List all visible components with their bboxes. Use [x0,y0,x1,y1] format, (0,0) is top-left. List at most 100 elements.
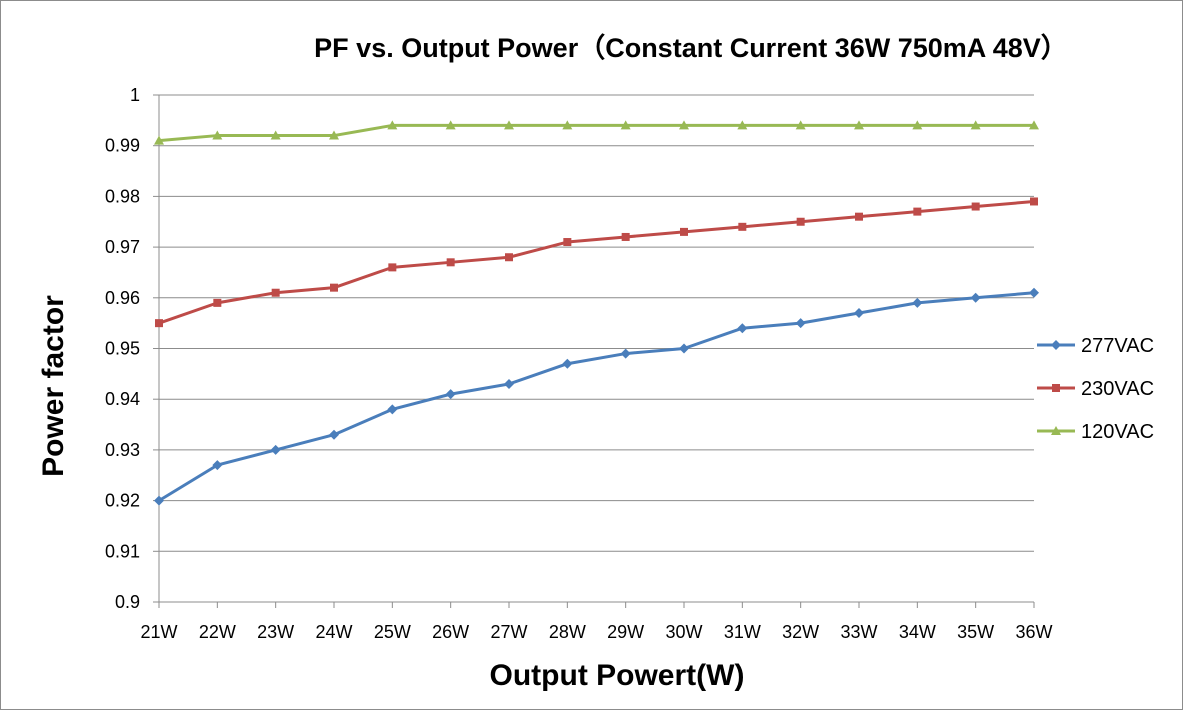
legend-label: 120VAC [1081,421,1154,443]
x-tick-label: 36W [1015,622,1052,642]
series-line [158,123,1034,143]
legend-item: 277VAC [1037,335,1154,357]
data-point [271,288,280,297]
series-120VAC [154,120,1039,145]
legend-marker [1051,426,1061,435]
data-point [562,358,573,369]
y-axis-title: Power factor [37,295,70,477]
data-point [679,343,689,354]
data-point [970,120,981,130]
data-point [737,120,748,130]
chart-title: PF vs. Output Power（Constant Current 36W… [314,33,1068,63]
data-point [737,323,748,334]
gridlines [153,94,1035,608]
y-tick-labels: 0.9 0.91 0.92 0.93 0.94 0.95 0.96 0.97 0.98 0.99 1 [105,85,140,612]
data-point [155,319,163,328]
data-point [504,378,514,389]
data-point [912,297,923,308]
legend: 277VAC 230VAC 120VAC [1037,335,1154,443]
data-point [1029,120,1039,130]
data-point [445,389,456,400]
data-point [913,207,922,216]
x-tick-label: 24W [315,622,352,642]
data-point [505,253,513,262]
data-point [212,130,223,140]
data-point [912,120,923,130]
x-tick-label: 27W [490,622,527,642]
data-point [796,217,805,226]
legend-marker [1052,384,1060,392]
legend-label: 230VAC [1081,378,1154,400]
x-tick-label: 34W [899,622,936,642]
x-axis-title: Output Powert(W) [490,659,745,692]
x-tick-label: 32W [782,622,819,642]
data-point [445,120,456,130]
data-point [1029,287,1039,298]
data-point [854,120,864,130]
data-point [679,120,689,130]
data-point [970,292,981,303]
x-tick-label: 31W [724,622,761,642]
data-point [388,263,397,272]
data-point [387,120,398,130]
data-point [504,120,514,130]
data-point [212,460,223,471]
data-point [971,202,980,211]
data-point [738,222,747,231]
legend-label: 277VAC [1081,335,1154,357]
x-tick-label: 26W [432,622,469,642]
y-tick-label: 0.91 [105,541,140,561]
data-point [1030,197,1038,206]
legend-marker [1051,340,1061,350]
x-tick-label: 21W [140,622,177,642]
y-tick-label: 0.98 [105,186,140,206]
data-point [620,348,631,359]
series-277VAC [154,287,1039,506]
data-point [154,495,164,506]
series-line [158,291,1035,502]
data-point [854,308,864,319]
y-tick-label: 0.9 [115,592,140,612]
y-tick-label: 0.94 [105,389,140,409]
x-tick-label: 35W [957,622,994,642]
y-tick-label: 0.93 [105,440,140,460]
x-tick-labels: 21W 22W 23W 24W 25W 26W 27W 28W 29W 30W 31W 32W 33W 3… [140,622,1052,642]
y-tick-label: 0.96 [105,288,140,308]
y-tick-label: 0.97 [105,237,140,257]
y-tick-label: 0.92 [105,491,140,511]
data-point [330,283,338,292]
x-tick-label: 22W [199,622,236,642]
data-point [446,258,455,267]
data-point [621,232,630,241]
legend-item: 230VAC [1037,378,1154,400]
x-tick-label: 25W [374,622,411,642]
data-point [680,227,688,236]
x-tick-label: 23W [257,622,294,642]
data-point [329,130,339,140]
x-tick-label: 30W [665,622,702,642]
data-point [855,212,863,221]
y-tick-label: 1 [130,85,140,105]
legend-item: 120VAC [1037,421,1154,443]
data-point [562,120,573,130]
x-tick-label: 29W [607,622,644,642]
data-point [387,404,398,415]
data-point [213,298,222,307]
series-lines [154,120,1039,506]
data-point [270,130,281,140]
series-230VAC [155,197,1038,328]
data-point [270,444,281,455]
data-point [329,429,339,440]
data-point [620,120,631,130]
y-tick-label: 0.99 [105,136,140,156]
data-point [795,318,806,329]
data-point [795,120,806,130]
y-tick-label: 0.95 [105,339,140,359]
data-point [154,135,164,145]
x-tick-label: 28W [549,622,586,642]
series-line [158,199,1035,325]
data-point [563,238,572,247]
x-tick-label: 33W [840,622,877,642]
